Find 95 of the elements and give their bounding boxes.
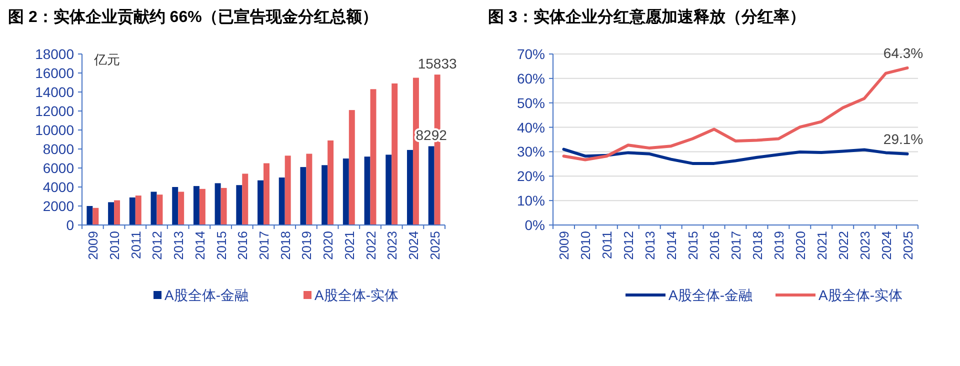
x-tick-label: 2019 xyxy=(299,231,314,260)
bar xyxy=(284,156,291,225)
bar xyxy=(108,202,114,225)
bar xyxy=(370,89,376,225)
bar xyxy=(129,197,136,225)
x-tick-label: 2023 xyxy=(857,231,872,260)
bar xyxy=(392,83,398,225)
bar xyxy=(156,194,163,225)
y-tick-label: 20% xyxy=(516,168,545,184)
x-tick-label: 2023 xyxy=(384,231,400,260)
x-tick-label: 2017 xyxy=(728,231,744,260)
y-tick-label: 6000 xyxy=(42,160,74,176)
legend-label: A股全体-金融 xyxy=(668,287,752,303)
bar xyxy=(278,178,285,225)
bar xyxy=(199,188,206,225)
x-tick-label: 2009 xyxy=(556,231,572,260)
chart-title: 图 2：实体企业贡献约 66%（已宣告现金分红总额） xyxy=(8,7,378,26)
bar xyxy=(428,146,434,225)
x-tick-label: 2010 xyxy=(578,231,594,260)
y-tick-label: 40% xyxy=(516,119,545,136)
bar xyxy=(328,140,334,225)
bar xyxy=(364,156,370,225)
x-tick-label: 2015 xyxy=(214,231,229,260)
x-tick-label: 2022 xyxy=(836,231,851,260)
y-tick-label: 14000 xyxy=(35,84,74,100)
bar xyxy=(172,187,178,225)
y-tick-label: 8000 xyxy=(42,141,74,157)
bar xyxy=(386,154,392,225)
x-tick-label: 2013 xyxy=(642,231,658,260)
y-tick-label: 0% xyxy=(524,217,545,233)
bar xyxy=(300,167,306,225)
bar xyxy=(236,185,242,225)
bar xyxy=(306,154,312,225)
x-tick-label: 2025 xyxy=(900,231,916,260)
x-tick-label: 2024 xyxy=(406,231,421,260)
data-label: 29.1% xyxy=(883,130,924,147)
bar xyxy=(264,163,270,225)
data-label: 64.3% xyxy=(883,44,924,61)
y-tick-label: 12000 xyxy=(35,103,74,119)
y-tick-label: 70% xyxy=(516,46,545,62)
legend-label: A股全体-金融 xyxy=(164,287,248,303)
bar xyxy=(220,188,227,225)
y-tick-label: 16000 xyxy=(35,65,74,81)
bar xyxy=(135,196,142,225)
x-tick-label: 2018 xyxy=(278,231,293,260)
bar xyxy=(86,206,93,225)
x-tick-label: 2016 xyxy=(235,231,250,260)
bar xyxy=(406,150,413,225)
x-tick-label: 2024 xyxy=(878,231,894,260)
x-tick-label: 2019 xyxy=(771,231,786,260)
bar xyxy=(92,208,99,225)
x-tick-label: 2014 xyxy=(664,231,680,260)
x-tick-label: 2020 xyxy=(792,231,808,260)
x-tick-label: 2021 xyxy=(814,231,830,260)
y-tick-label: 18000 xyxy=(35,46,74,62)
x-tick-label: 2013 xyxy=(171,231,186,260)
x-tick-label: 2011 xyxy=(128,231,144,259)
x-tick-label: 2025 xyxy=(427,231,442,260)
bar xyxy=(348,110,355,225)
line-series xyxy=(562,148,909,165)
legend-label: A股全体-实体 xyxy=(314,287,398,303)
x-tick-label: 2016 xyxy=(707,231,722,260)
bar xyxy=(150,192,157,225)
x-tick-label: 2018 xyxy=(750,231,765,260)
chart-title: 图 3：实体企业分红意愿加速释放（分红率） xyxy=(488,7,806,26)
data-label: 15833 xyxy=(418,56,457,72)
x-tick-label: 2015 xyxy=(686,231,701,260)
bar xyxy=(342,158,349,225)
x-tick-label: 2009 xyxy=(86,231,101,260)
x-tick-label: 2020 xyxy=(320,231,336,260)
x-tick-label: 2021 xyxy=(342,231,357,260)
x-tick-label: 2012 xyxy=(150,231,165,260)
legend-label: A股全体-实体 xyxy=(818,287,902,303)
x-tick-label: 2011 xyxy=(600,231,615,259)
y-tick-label: 0 xyxy=(66,217,74,233)
bar xyxy=(258,180,264,225)
x-tick-label: 2012 xyxy=(621,231,636,260)
y-tick-label: 2000 xyxy=(42,198,74,214)
y-tick-label: 30% xyxy=(516,144,545,160)
y-tick-label: 50% xyxy=(516,94,545,111)
y-tick-label: 10% xyxy=(516,192,545,209)
y-tick-label: 10000 xyxy=(35,122,74,138)
bar xyxy=(114,200,120,225)
bar xyxy=(214,183,221,225)
y-tick-label: 4000 xyxy=(42,179,74,195)
bar xyxy=(322,165,328,225)
x-tick-label: 2022 xyxy=(363,231,378,260)
y-tick-label: 60% xyxy=(516,70,545,86)
x-tick-label: 2014 xyxy=(192,231,208,260)
y-axis-title: 亿元 xyxy=(93,52,120,67)
bar xyxy=(178,192,184,225)
bar xyxy=(193,186,200,225)
bar xyxy=(242,174,248,225)
x-tick-label: 2010 xyxy=(107,231,122,260)
x-tick-label: 2017 xyxy=(256,231,272,260)
